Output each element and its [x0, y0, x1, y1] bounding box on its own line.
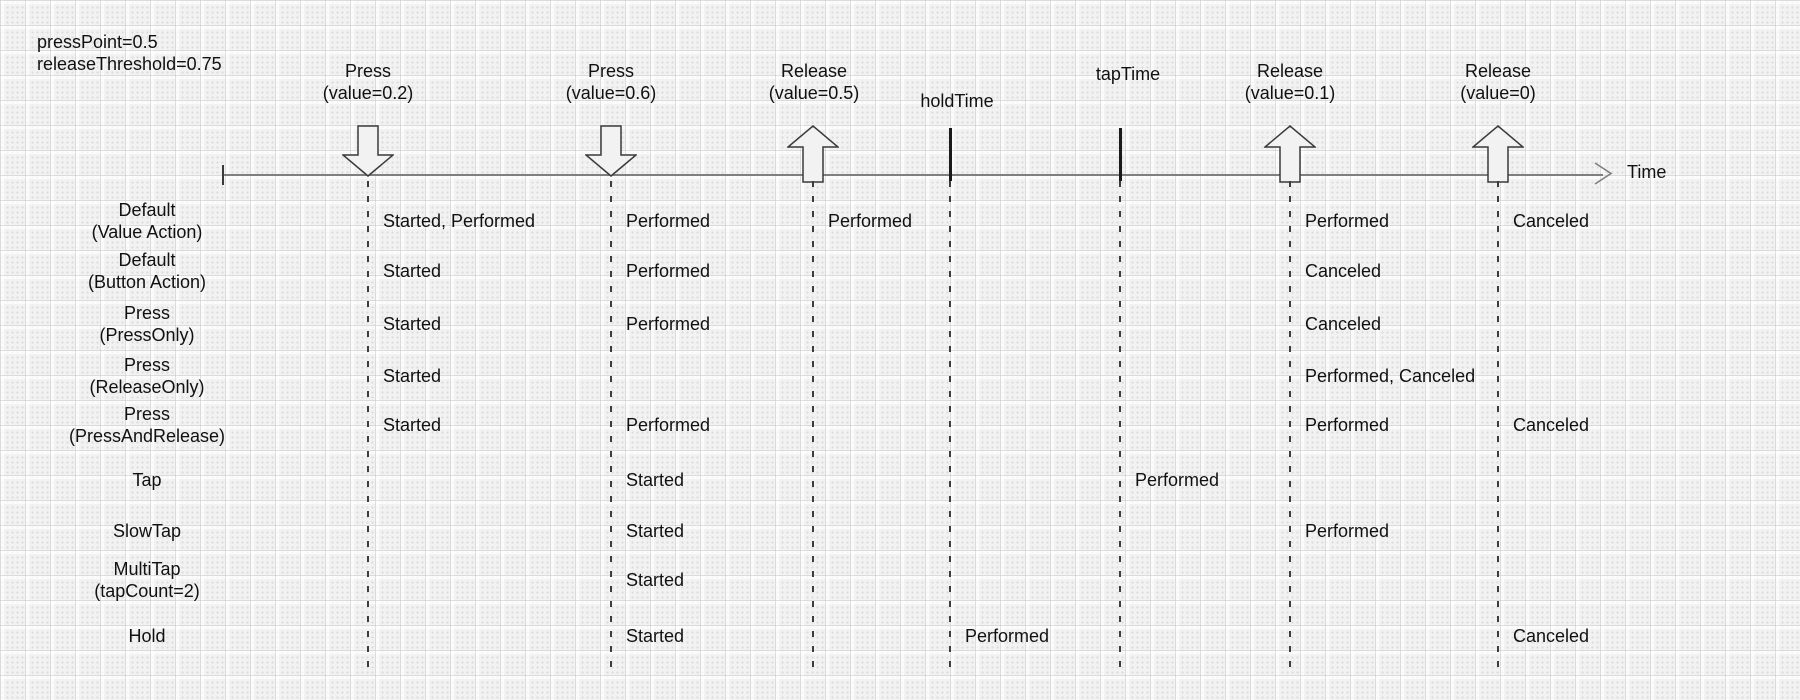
row-label: SlowTap: [17, 520, 277, 542]
timeline-start-tick: [222, 165, 224, 185]
phase-cell: Canceled: [1513, 626, 1590, 646]
phase-cell: Started: [626, 626, 685, 646]
event-dashed-line-press06: [610, 181, 612, 667]
event-dashed-line-release01: [1289, 181, 1291, 667]
row-label-line: Tap: [132, 470, 162, 490]
row-label: Default (Button Action): [17, 249, 277, 293]
event-dashed-line-taptime: [1119, 181, 1121, 667]
row-label-line: Press: [123, 303, 170, 323]
time-threshold-tick-holdtime: [948, 128, 952, 181]
press-down-arrow-icon: [342, 125, 394, 177]
timeline-axis: [223, 174, 1603, 176]
phase-cell: Started: [383, 366, 442, 386]
phase-cell: Performed: [626, 211, 711, 231]
event-label-line: (value=0.1): [1244, 83, 1336, 103]
row-label-line: (tapCount=2): [94, 581, 200, 601]
phase-cell: Performed: [626, 415, 711, 435]
row-label: Press (PressAndRelease): [17, 403, 277, 447]
row-label-line: (PressOnly): [99, 325, 195, 345]
release-up-arrow-icon: [1264, 125, 1316, 183]
release-up-arrow-icon: [787, 125, 839, 183]
event-dashed-line-press02: [367, 181, 369, 667]
row-label-line: SlowTap: [112, 521, 182, 541]
phase-cell: Started: [383, 261, 442, 281]
event-label-line: Release: [1464, 61, 1532, 81]
phase-cell: Canceled: [1513, 415, 1590, 435]
event-label-line: holdTime: [920, 91, 994, 111]
phase-cell: Performed: [626, 261, 711, 281]
event-label-release05: Release (value=0.5): [769, 60, 860, 104]
row-label: Press (PressOnly): [17, 302, 277, 346]
event-label-line: (value=0.2): [322, 83, 414, 103]
event-label-line: (value=0.5): [768, 83, 860, 103]
event-label-line: Release: [1256, 61, 1324, 81]
phase-cell: Performed, Canceled: [1305, 366, 1476, 386]
event-dashed-line-holdtime: [949, 181, 951, 667]
press-point-param: pressPoint=0.5: [37, 32, 158, 52]
phase-cell: Started: [626, 570, 685, 590]
press-down-arrow-icon: [585, 125, 637, 177]
row-label-line: Press: [123, 355, 170, 375]
phase-cell: Performed: [1305, 521, 1390, 541]
row-label: MultiTap (tapCount=2): [17, 558, 277, 602]
timeline-arrowhead-icon: [1594, 162, 1613, 185]
phase-cell: Started, Performed: [383, 211, 536, 231]
event-label-press02: Press (value=0.2): [323, 60, 414, 104]
release-up-arrow-icon: [1472, 125, 1524, 183]
phase-cell: Started: [626, 470, 685, 490]
row-label-line: MultiTap: [113, 559, 181, 579]
phase-cell: Started: [383, 415, 442, 435]
event-label-taptime: tapTime: [1096, 63, 1160, 85]
phase-cell: Canceled: [1305, 314, 1382, 334]
row-label-line: Press: [123, 404, 170, 424]
row-label-line: (Button Action): [87, 272, 207, 292]
row-label-line: Hold: [128, 626, 166, 646]
phase-cell: Performed: [1135, 470, 1220, 490]
row-label-line: (ReleaseOnly): [89, 377, 205, 397]
event-label-release01: Release (value=0.1): [1245, 60, 1336, 104]
phase-cell: Performed: [1305, 415, 1390, 435]
time-axis-label: Time: [1627, 162, 1667, 182]
event-dashed-line-release05: [812, 181, 814, 667]
row-label: Hold: [17, 625, 277, 647]
phase-cell: Performed: [828, 211, 913, 231]
row-label: Tap: [17, 469, 277, 491]
parameter-block: pressPoint=0.5 releaseThreshold=0.75: [37, 31, 222, 75]
row-label-line: (Value Action): [91, 222, 203, 242]
event-dashed-line-release0: [1497, 181, 1499, 667]
event-label-line: (value=0): [1460, 83, 1536, 103]
phase-cell: Performed: [965, 626, 1050, 646]
event-label-holdtime: holdTime: [920, 90, 993, 112]
event-label-line: Press: [344, 61, 391, 81]
event-label-release0: Release (value=0): [1460, 60, 1536, 104]
phase-cell: Canceled: [1513, 211, 1590, 231]
event-label-press06: Press (value=0.6): [566, 60, 657, 104]
event-label-line: Press: [587, 61, 634, 81]
row-label: Press (ReleaseOnly): [17, 354, 277, 398]
event-label-line: Release: [780, 61, 848, 81]
phase-cell: Performed: [626, 314, 711, 334]
time-threshold-tick-taptime: [1118, 128, 1122, 181]
event-label-line: (value=0.6): [565, 83, 657, 103]
row-label: Default (Value Action): [17, 199, 277, 243]
row-label-line: Default: [118, 250, 176, 270]
row-label-line: (PressAndRelease): [68, 426, 226, 446]
row-label-line: Default: [118, 200, 176, 220]
event-label-line: tapTime: [1095, 64, 1161, 84]
phase-cell: Started: [626, 521, 685, 541]
release-threshold-param: releaseThreshold=0.75: [37, 54, 222, 74]
phase-cell: Performed: [1305, 211, 1390, 231]
phase-cell: Started: [383, 314, 442, 334]
phase-cell: Canceled: [1305, 261, 1382, 281]
